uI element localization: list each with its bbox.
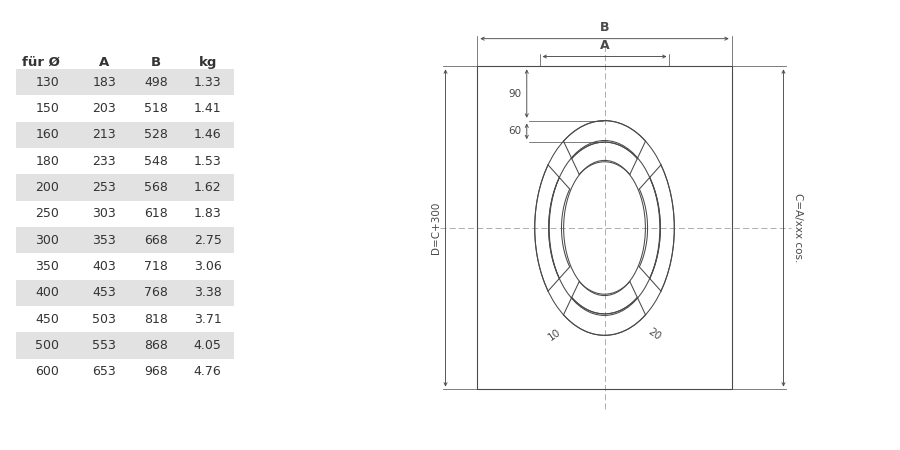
Bar — [16, 227, 234, 253]
Text: 548: 548 — [144, 155, 167, 168]
Text: 600: 600 — [35, 365, 59, 378]
Text: C=A/xxx cos.: C=A/xxx cos. — [794, 194, 804, 263]
Text: 1.53: 1.53 — [194, 155, 221, 168]
Text: 718: 718 — [144, 260, 167, 273]
Text: 180: 180 — [35, 155, 59, 168]
Text: 403: 403 — [92, 260, 116, 273]
Text: 130: 130 — [35, 76, 59, 89]
Text: 10: 10 — [546, 327, 562, 342]
Text: 618: 618 — [144, 207, 167, 220]
Text: 498: 498 — [144, 76, 167, 89]
Bar — [16, 279, 234, 306]
Text: 20: 20 — [646, 327, 662, 342]
Text: 4.76: 4.76 — [194, 365, 221, 378]
Text: 213: 213 — [93, 128, 116, 141]
Text: 350: 350 — [35, 260, 59, 273]
Text: B: B — [151, 56, 161, 69]
Text: 200: 200 — [35, 181, 59, 194]
Text: 60: 60 — [508, 126, 522, 136]
Text: 1.46: 1.46 — [194, 128, 221, 141]
Text: 250: 250 — [35, 207, 59, 220]
Text: 1.62: 1.62 — [194, 181, 221, 194]
Text: 1.83: 1.83 — [194, 207, 221, 220]
Text: für Ø: für Ø — [22, 56, 60, 69]
Text: 253: 253 — [92, 181, 116, 194]
Text: 1.41: 1.41 — [194, 102, 221, 115]
Text: 500: 500 — [35, 339, 59, 352]
Text: 2.75: 2.75 — [194, 234, 221, 247]
Bar — [16, 333, 234, 359]
Text: A: A — [99, 56, 109, 69]
Text: 303: 303 — [92, 207, 116, 220]
Text: 503: 503 — [92, 313, 116, 326]
Text: 300: 300 — [35, 234, 59, 247]
Text: 233: 233 — [93, 155, 116, 168]
Text: 400: 400 — [35, 286, 59, 299]
Text: 868: 868 — [144, 339, 167, 352]
Text: 450: 450 — [35, 313, 59, 326]
Text: 183: 183 — [92, 76, 116, 89]
Text: 653: 653 — [92, 365, 116, 378]
Text: 150: 150 — [35, 102, 59, 115]
Text: 3.38: 3.38 — [194, 286, 221, 299]
Text: 4.05: 4.05 — [194, 339, 221, 352]
Bar — [16, 69, 234, 95]
Bar — [477, 67, 732, 390]
Text: 453: 453 — [92, 286, 116, 299]
Text: 3.71: 3.71 — [194, 313, 221, 326]
Text: 203: 203 — [92, 102, 116, 115]
Text: 668: 668 — [144, 234, 167, 247]
Text: 1.33: 1.33 — [194, 76, 221, 89]
Text: 818: 818 — [144, 313, 167, 326]
Text: 160: 160 — [35, 128, 59, 141]
Text: A: A — [599, 39, 609, 52]
Bar — [16, 174, 234, 201]
Text: 568: 568 — [144, 181, 167, 194]
Text: 518: 518 — [144, 102, 167, 115]
Text: 553: 553 — [92, 339, 116, 352]
Bar — [16, 122, 234, 148]
Text: 528: 528 — [144, 128, 167, 141]
Text: kg: kg — [199, 56, 217, 69]
Text: D=C+300: D=C+300 — [430, 202, 440, 254]
Text: 90: 90 — [508, 89, 522, 99]
Text: B: B — [599, 21, 609, 34]
Text: 3.06: 3.06 — [194, 260, 221, 273]
Text: 768: 768 — [144, 286, 167, 299]
Text: 353: 353 — [92, 234, 116, 247]
Text: 968: 968 — [144, 365, 167, 378]
